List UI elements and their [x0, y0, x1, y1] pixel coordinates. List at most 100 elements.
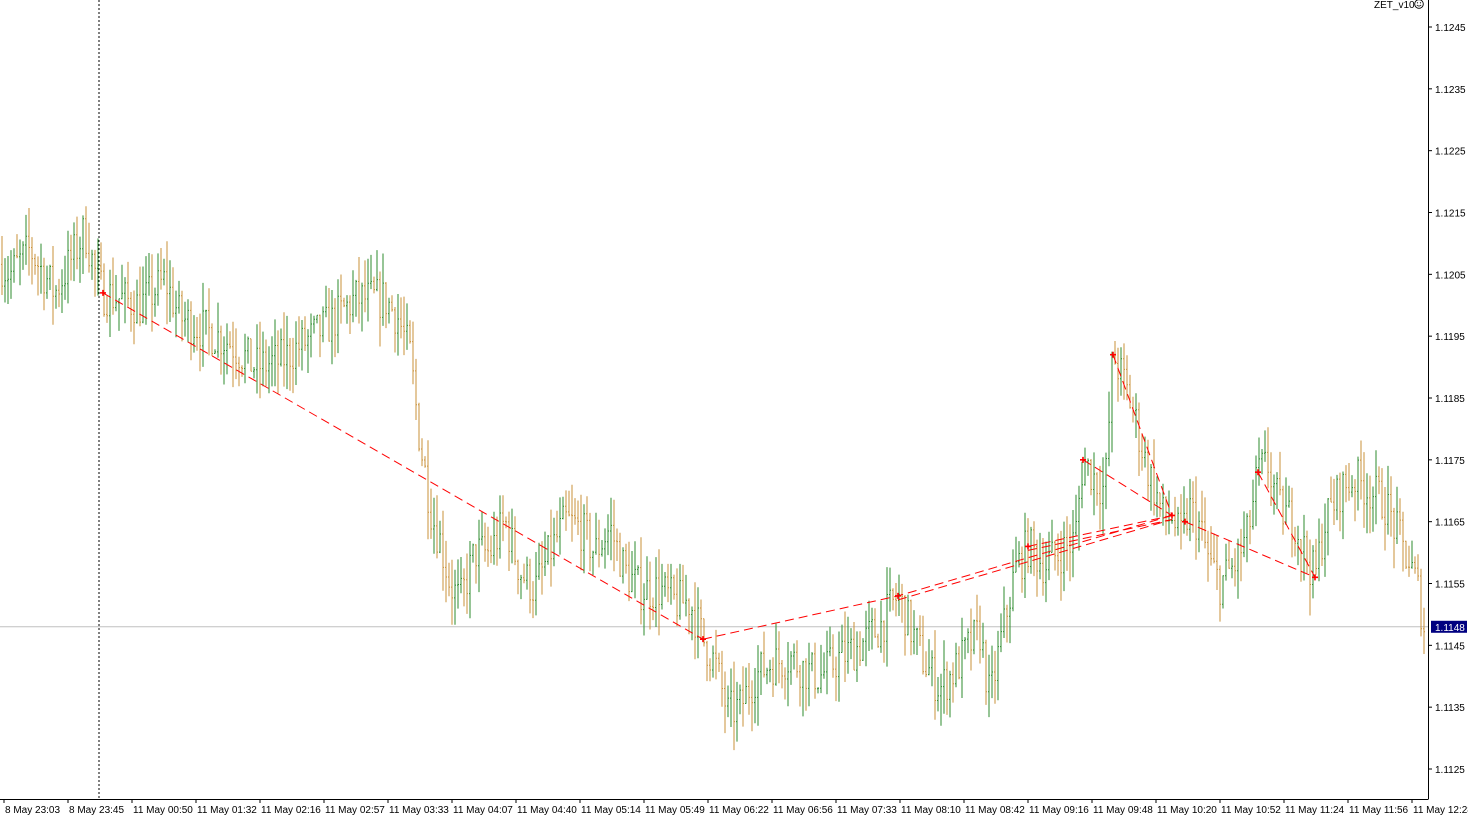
ohlc-bar: [628, 541, 630, 602]
ohlc-bar: [160, 248, 162, 290]
ohlc-bar: [70, 234, 72, 281]
ohlc-bar: [1159, 492, 1161, 517]
ohlc-bar: [193, 315, 195, 353]
zigzag-line: [1112, 354, 1173, 516]
time-label: 11 May 09:48: [1093, 805, 1153, 816]
ohlc-bar: [511, 508, 513, 564]
ohlc-bar: [430, 488, 432, 539]
ohlc-bar: [481, 511, 483, 546]
ohlc-bar: [379, 271, 381, 347]
ohlc-bar: [28, 208, 30, 276]
ohlc-bar: [1345, 465, 1347, 503]
ohlc-bar: [673, 574, 675, 600]
ohlc-bar: [385, 282, 387, 329]
ohlc-bar: [133, 290, 135, 345]
ohlc-bar: [100, 242, 102, 280]
ohlc-bar: [301, 320, 303, 371]
ohlc-bar: [679, 563, 681, 620]
ohlc-bar: [1264, 430, 1266, 462]
ohlc-bar: [67, 230, 69, 304]
price-label: 1.1215: [1435, 209, 1466, 220]
ohlc-bar: [1384, 487, 1386, 551]
ohlc-bar: [190, 301, 192, 361]
zigzag-line: [1257, 471, 1316, 578]
ohlc-bar: [7, 256, 9, 304]
ohlc-bar: [82, 215, 84, 274]
time-label: 11 May 08:42: [965, 805, 1025, 816]
ohlc-bar: [847, 616, 849, 674]
time-label: 11 May 10:20: [1157, 805, 1217, 816]
ohlc-bar: [1423, 607, 1425, 654]
ohlc-bar: [328, 288, 330, 342]
ohlc-bar: [613, 499, 615, 572]
ohlc-bar: [712, 645, 714, 678]
ohlc-bar: [1231, 558, 1233, 579]
ohlc-bar: [520, 574, 522, 600]
ohlc-bar: [358, 257, 360, 324]
ohlc-bar: [1219, 565, 1221, 622]
ohlc-bar: [448, 562, 450, 597]
ohlc-bar: [196, 317, 198, 351]
ohlc-bar: [298, 316, 300, 367]
ohlc-bar: [1096, 472, 1098, 506]
ohlc-bar: [19, 239, 21, 286]
price-label: 1.1145: [1435, 641, 1465, 652]
ohlc-bar: [1285, 477, 1287, 525]
ohlc-bar: [760, 651, 762, 695]
ohlc-bar: [643, 583, 645, 636]
ohlc-bar: [418, 402, 420, 452]
ohlc-bar: [778, 631, 780, 684]
ohlc-bar: [1387, 465, 1389, 535]
ohlc-bar: [766, 667, 768, 685]
time-label: 11 May 05:14: [581, 805, 641, 816]
zigzag-marker: [1110, 351, 1116, 358]
ohlc-bar: [754, 668, 756, 724]
ohlc-bar: [646, 556, 648, 600]
ohlc-bar: [550, 509, 552, 587]
ohlc-bar: [115, 275, 117, 312]
ohlc-bar: [1267, 427, 1269, 489]
ohlc-bar: [853, 622, 855, 671]
ohlc-bar: [952, 662, 954, 703]
ohlc-bar: [1153, 439, 1155, 516]
ohlc-bar: [37, 256, 39, 296]
ohlc-bar: [433, 497, 435, 554]
ohlc-bar: [289, 338, 291, 391]
ohlc-bar: [1291, 487, 1293, 558]
ohlc-bar: [367, 258, 369, 322]
ohlc-bar: [892, 588, 894, 611]
ohlc-bar: [817, 687, 819, 694]
ohlc-bar: [1000, 613, 1002, 653]
current-price-badge: [1431, 620, 1467, 633]
ohlc-bar: [928, 639, 930, 676]
zigzag-marker: [1255, 469, 1261, 476]
ohlc-bar: [1360, 440, 1362, 500]
indicator-name: ZET_v10: [1374, 0, 1415, 11]
price-label: 1.1125: [1435, 765, 1465, 776]
ohlc-bar: [457, 559, 459, 609]
ohlc-bar: [565, 490, 567, 531]
ohlc-bar: [544, 531, 546, 576]
zigzag-line: [1027, 519, 1173, 551]
ohlc-bar: [1021, 546, 1023, 593]
ohlc-bar: [46, 265, 48, 299]
ohlc-bar: [583, 504, 585, 574]
ohlc-bar: [835, 656, 837, 702]
ohlc-bar: [1195, 476, 1197, 560]
ohlc-bar: [1009, 596, 1011, 644]
ohlc-bar: [439, 520, 441, 554]
time-label: 11 May 06:22: [709, 805, 769, 816]
ohlc-bar: [1054, 540, 1056, 571]
price-label: 1.1165: [1435, 518, 1465, 529]
ohlc-bar: [994, 650, 996, 704]
ohlc-bar: [622, 547, 624, 584]
ohlc-bar: [1342, 471, 1344, 540]
ohlc-bar: [1294, 526, 1296, 557]
ohlc-bar: [1057, 533, 1059, 576]
ohlc-bar: [1006, 604, 1008, 643]
ohlc-bar: [517, 559, 519, 595]
time-axis: 8 May 23:03 8 May 23:45 11 May 00:50 11 May…: [0, 799, 1468, 819]
ohlc-bar: [1174, 496, 1176, 537]
ohlc-bar: [637, 565, 639, 575]
